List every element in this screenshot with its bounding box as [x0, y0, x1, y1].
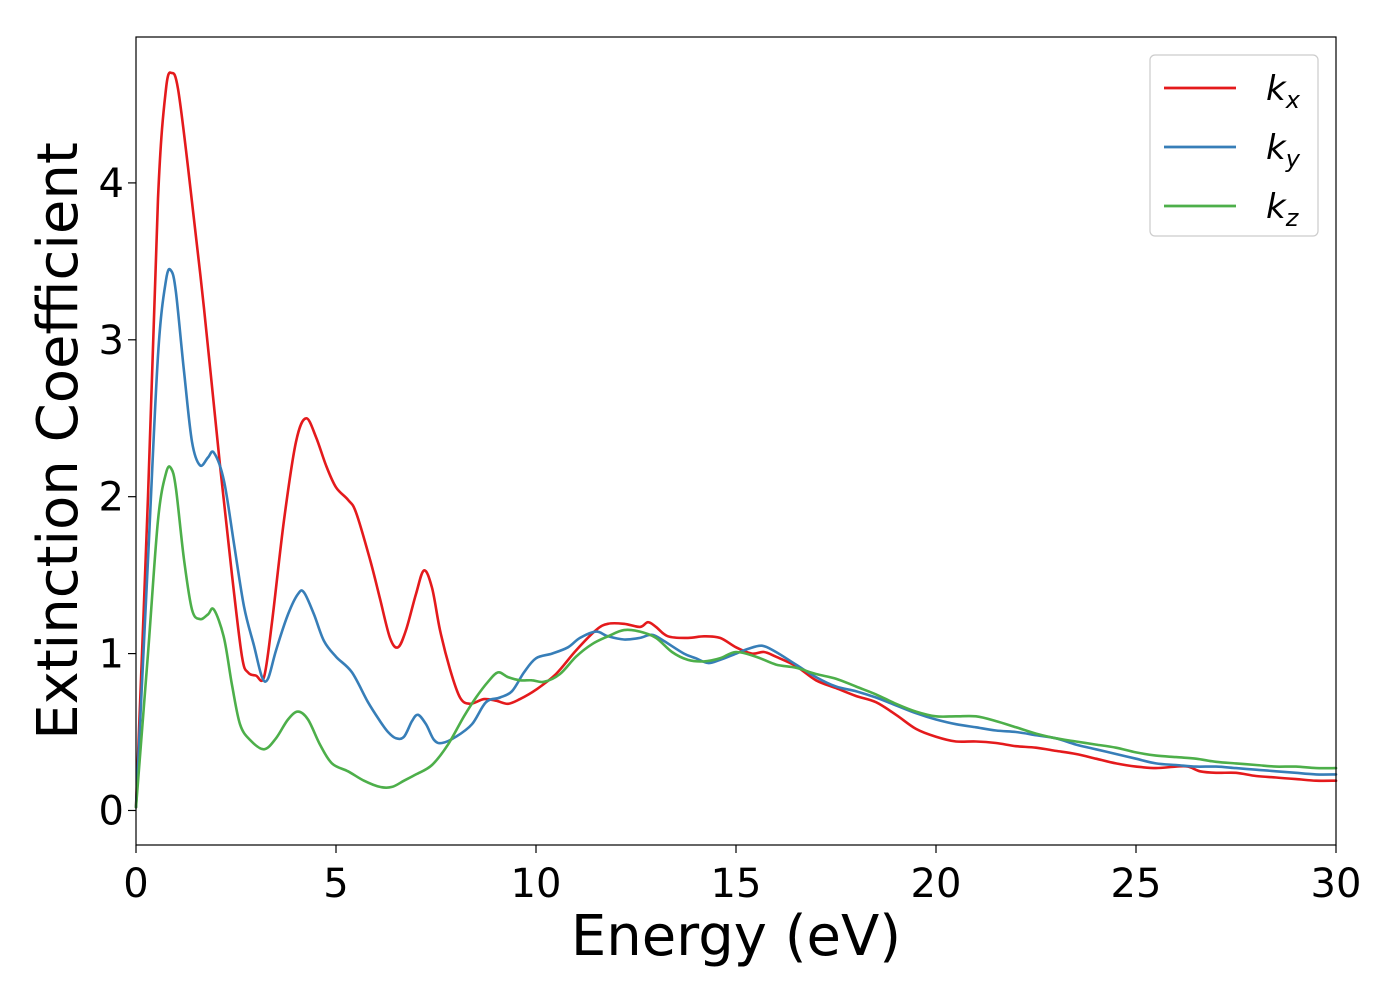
series-line-ky	[134, 267, 1338, 809]
x-tick-label: 30	[1311, 861, 1362, 907]
legend-subscript: x	[1285, 86, 1301, 114]
y-tick-label: 2	[99, 475, 124, 521]
x-tick-label: 25	[1111, 861, 1162, 907]
legend-subscript: z	[1285, 204, 1300, 232]
legend-subscript: y	[1285, 145, 1301, 173]
x-tick-label: 5	[323, 861, 348, 907]
x-tick-label: 0	[123, 861, 148, 907]
y-tick-label: 0	[99, 788, 124, 834]
y-axis-ticks: 0 1 2 3 4	[99, 161, 136, 834]
series-line-kz	[134, 465, 1338, 809]
x-axis-ticks: 0 5 10 15 20 25 30	[123, 845, 1361, 907]
x-tick-label: 20	[911, 861, 962, 907]
series-lines	[134, 71, 1338, 809]
y-tick-label: 4	[99, 161, 124, 207]
legend-label-kx: kx	[1266, 69, 1301, 114]
y-tick-label: 3	[99, 318, 124, 364]
x-axis-label: Energy (eV)	[571, 904, 901, 969]
y-axis-label: Extinction Coefficient	[26, 142, 91, 740]
legend-label-ky: ky	[1266, 128, 1301, 173]
x-tick-label: 15	[711, 861, 762, 907]
x-tick-label: 10	[511, 861, 562, 907]
y-tick-label: 1	[99, 632, 124, 678]
series-line-kx	[134, 71, 1338, 809]
legend-box	[1149, 54, 1319, 237]
